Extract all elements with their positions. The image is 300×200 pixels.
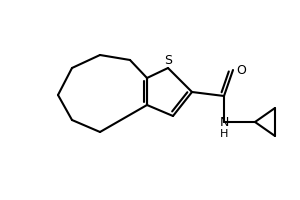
Text: S: S	[164, 54, 172, 68]
Text: O: O	[236, 64, 246, 76]
Text: H: H	[220, 129, 228, 139]
Text: N: N	[219, 116, 229, 129]
